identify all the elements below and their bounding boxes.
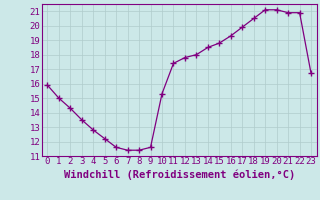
X-axis label: Windchill (Refroidissement éolien,°C): Windchill (Refroidissement éolien,°C) (64, 169, 295, 180)
